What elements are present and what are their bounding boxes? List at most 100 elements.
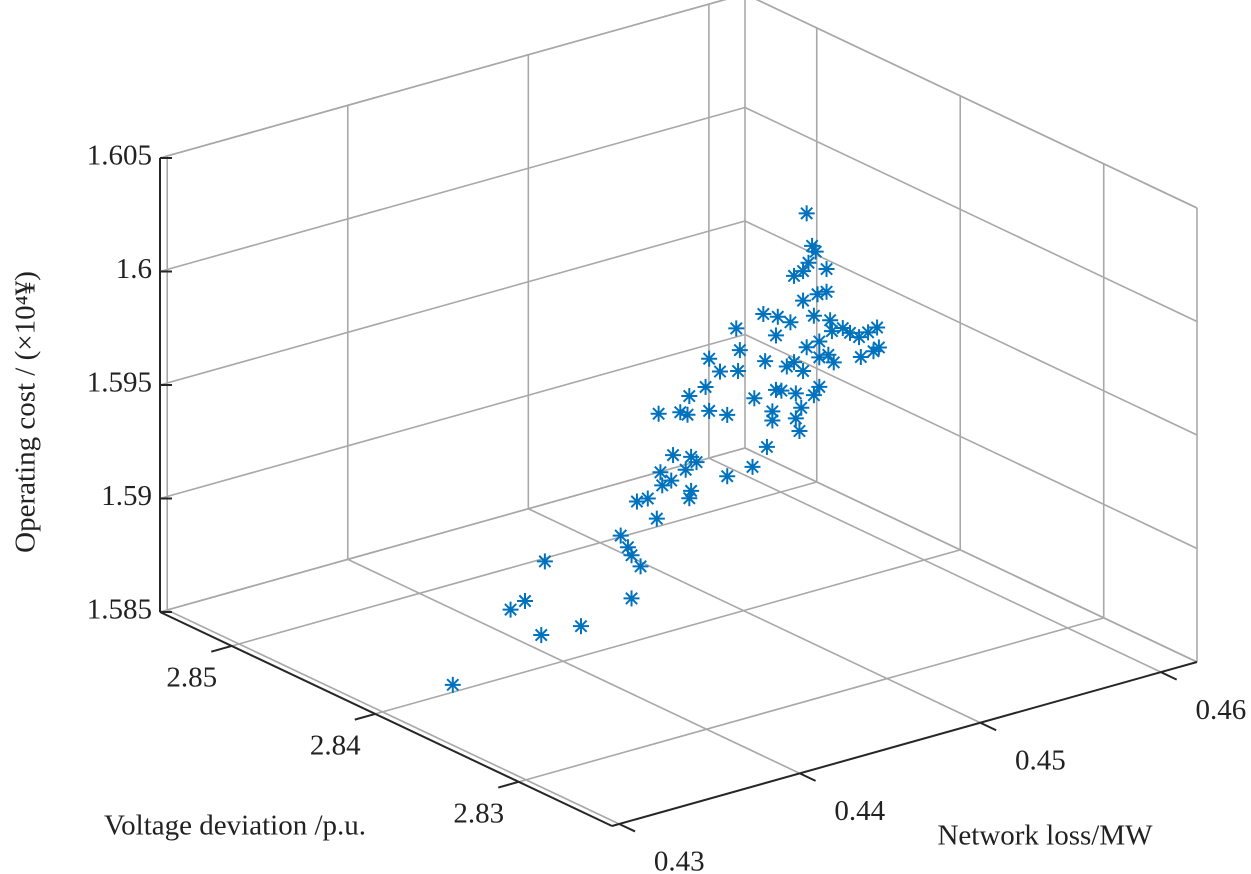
z-tick-label: 1.595 (87, 367, 152, 399)
point (533, 627, 550, 644)
x-tick (979, 721, 997, 732)
point (681, 388, 698, 405)
box-edge (755, 0, 1198, 209)
point-stroke (666, 448, 680, 462)
point-stroke (702, 352, 716, 366)
point-stroke (812, 335, 826, 348)
point (572, 618, 589, 635)
point-stroke (796, 264, 810, 278)
grid-line (347, 558, 801, 775)
point-stroke (807, 309, 821, 323)
y-tick-label: 2.85 (166, 662, 217, 694)
point-stroke (794, 401, 808, 415)
point (811, 378, 828, 395)
point (688, 454, 705, 471)
y-tick-label: 2.83 (453, 797, 504, 829)
point-stroke (820, 285, 833, 299)
grid-line (231, 481, 817, 647)
point-stroke (787, 269, 801, 283)
point-stroke (614, 529, 628, 542)
grid-line (518, 617, 1104, 783)
point-stroke (823, 313, 837, 327)
point-stroke (766, 414, 779, 427)
point-stroke (446, 678, 460, 692)
point-stroke (747, 391, 761, 405)
grid-line (744, 333, 1198, 550)
grid-line (159, 220, 746, 386)
point (730, 363, 747, 380)
point (663, 472, 680, 489)
point (787, 385, 804, 402)
point (764, 403, 781, 420)
axes: 0.43 0.44 0.45 0.46 2.83 2.84 2.85 1.585 1.59 1.5… (87, 140, 1247, 874)
x-tick-label: 0.46 (1196, 694, 1247, 726)
point (697, 378, 714, 395)
point-stroke (811, 287, 824, 301)
point-stroke (655, 479, 669, 492)
point (811, 349, 828, 366)
point-stroke (699, 380, 712, 394)
point-stroke (827, 356, 841, 369)
grid-line (159, 333, 746, 500)
point-stroke (760, 440, 774, 454)
point-stroke (756, 307, 770, 321)
point (825, 354, 842, 371)
point (818, 261, 835, 278)
point (852, 349, 869, 366)
point-stroke (805, 239, 819, 253)
point (786, 267, 803, 284)
point-stroke (731, 364, 745, 378)
point (650, 405, 667, 422)
point (677, 461, 694, 478)
point-stroke (702, 404, 716, 418)
point-stroke (766, 404, 779, 418)
point (805, 387, 822, 404)
point-stroke (634, 559, 647, 573)
point-stroke (518, 594, 532, 608)
point-stroke (852, 330, 866, 344)
point-stroke (812, 380, 826, 394)
point-stroke (854, 350, 868, 364)
point-stroke (800, 206, 814, 220)
grid-line (159, 0, 727, 159)
point (818, 283, 835, 300)
points (444, 205, 887, 693)
point-stroke (796, 364, 810, 378)
point-stroke (812, 350, 826, 364)
grid-line (708, 457, 1162, 673)
point (795, 292, 812, 309)
box-edge (159, 0, 727, 159)
point (869, 319, 886, 336)
point-stroke (789, 412, 803, 425)
x-axis-title: Network loss/MW (937, 820, 1153, 852)
point-stroke (796, 294, 810, 307)
point (517, 593, 534, 610)
point (728, 320, 745, 337)
point-stroke (534, 628, 548, 642)
x-tick (618, 823, 636, 833)
point-stroke (758, 354, 772, 368)
point (623, 547, 640, 564)
point (787, 410, 804, 427)
point-stroke (746, 460, 759, 474)
point-stroke (652, 407, 665, 421)
point-stroke (682, 491, 696, 505)
grid-line (375, 549, 961, 715)
point (795, 263, 812, 280)
point-stroke (820, 262, 833, 276)
x-tick-label: 0.45 (1015, 744, 1066, 776)
point (731, 342, 748, 359)
point-stroke (641, 492, 655, 505)
point (681, 490, 698, 507)
point-stroke (800, 340, 814, 354)
point (811, 333, 828, 350)
point-stroke (681, 408, 694, 422)
point (536, 553, 553, 570)
point-stroke (802, 256, 815, 270)
point-stroke (574, 619, 588, 633)
point (805, 307, 822, 324)
point (623, 590, 640, 607)
point-stroke (769, 329, 783, 342)
point (665, 447, 682, 464)
point (798, 339, 815, 356)
